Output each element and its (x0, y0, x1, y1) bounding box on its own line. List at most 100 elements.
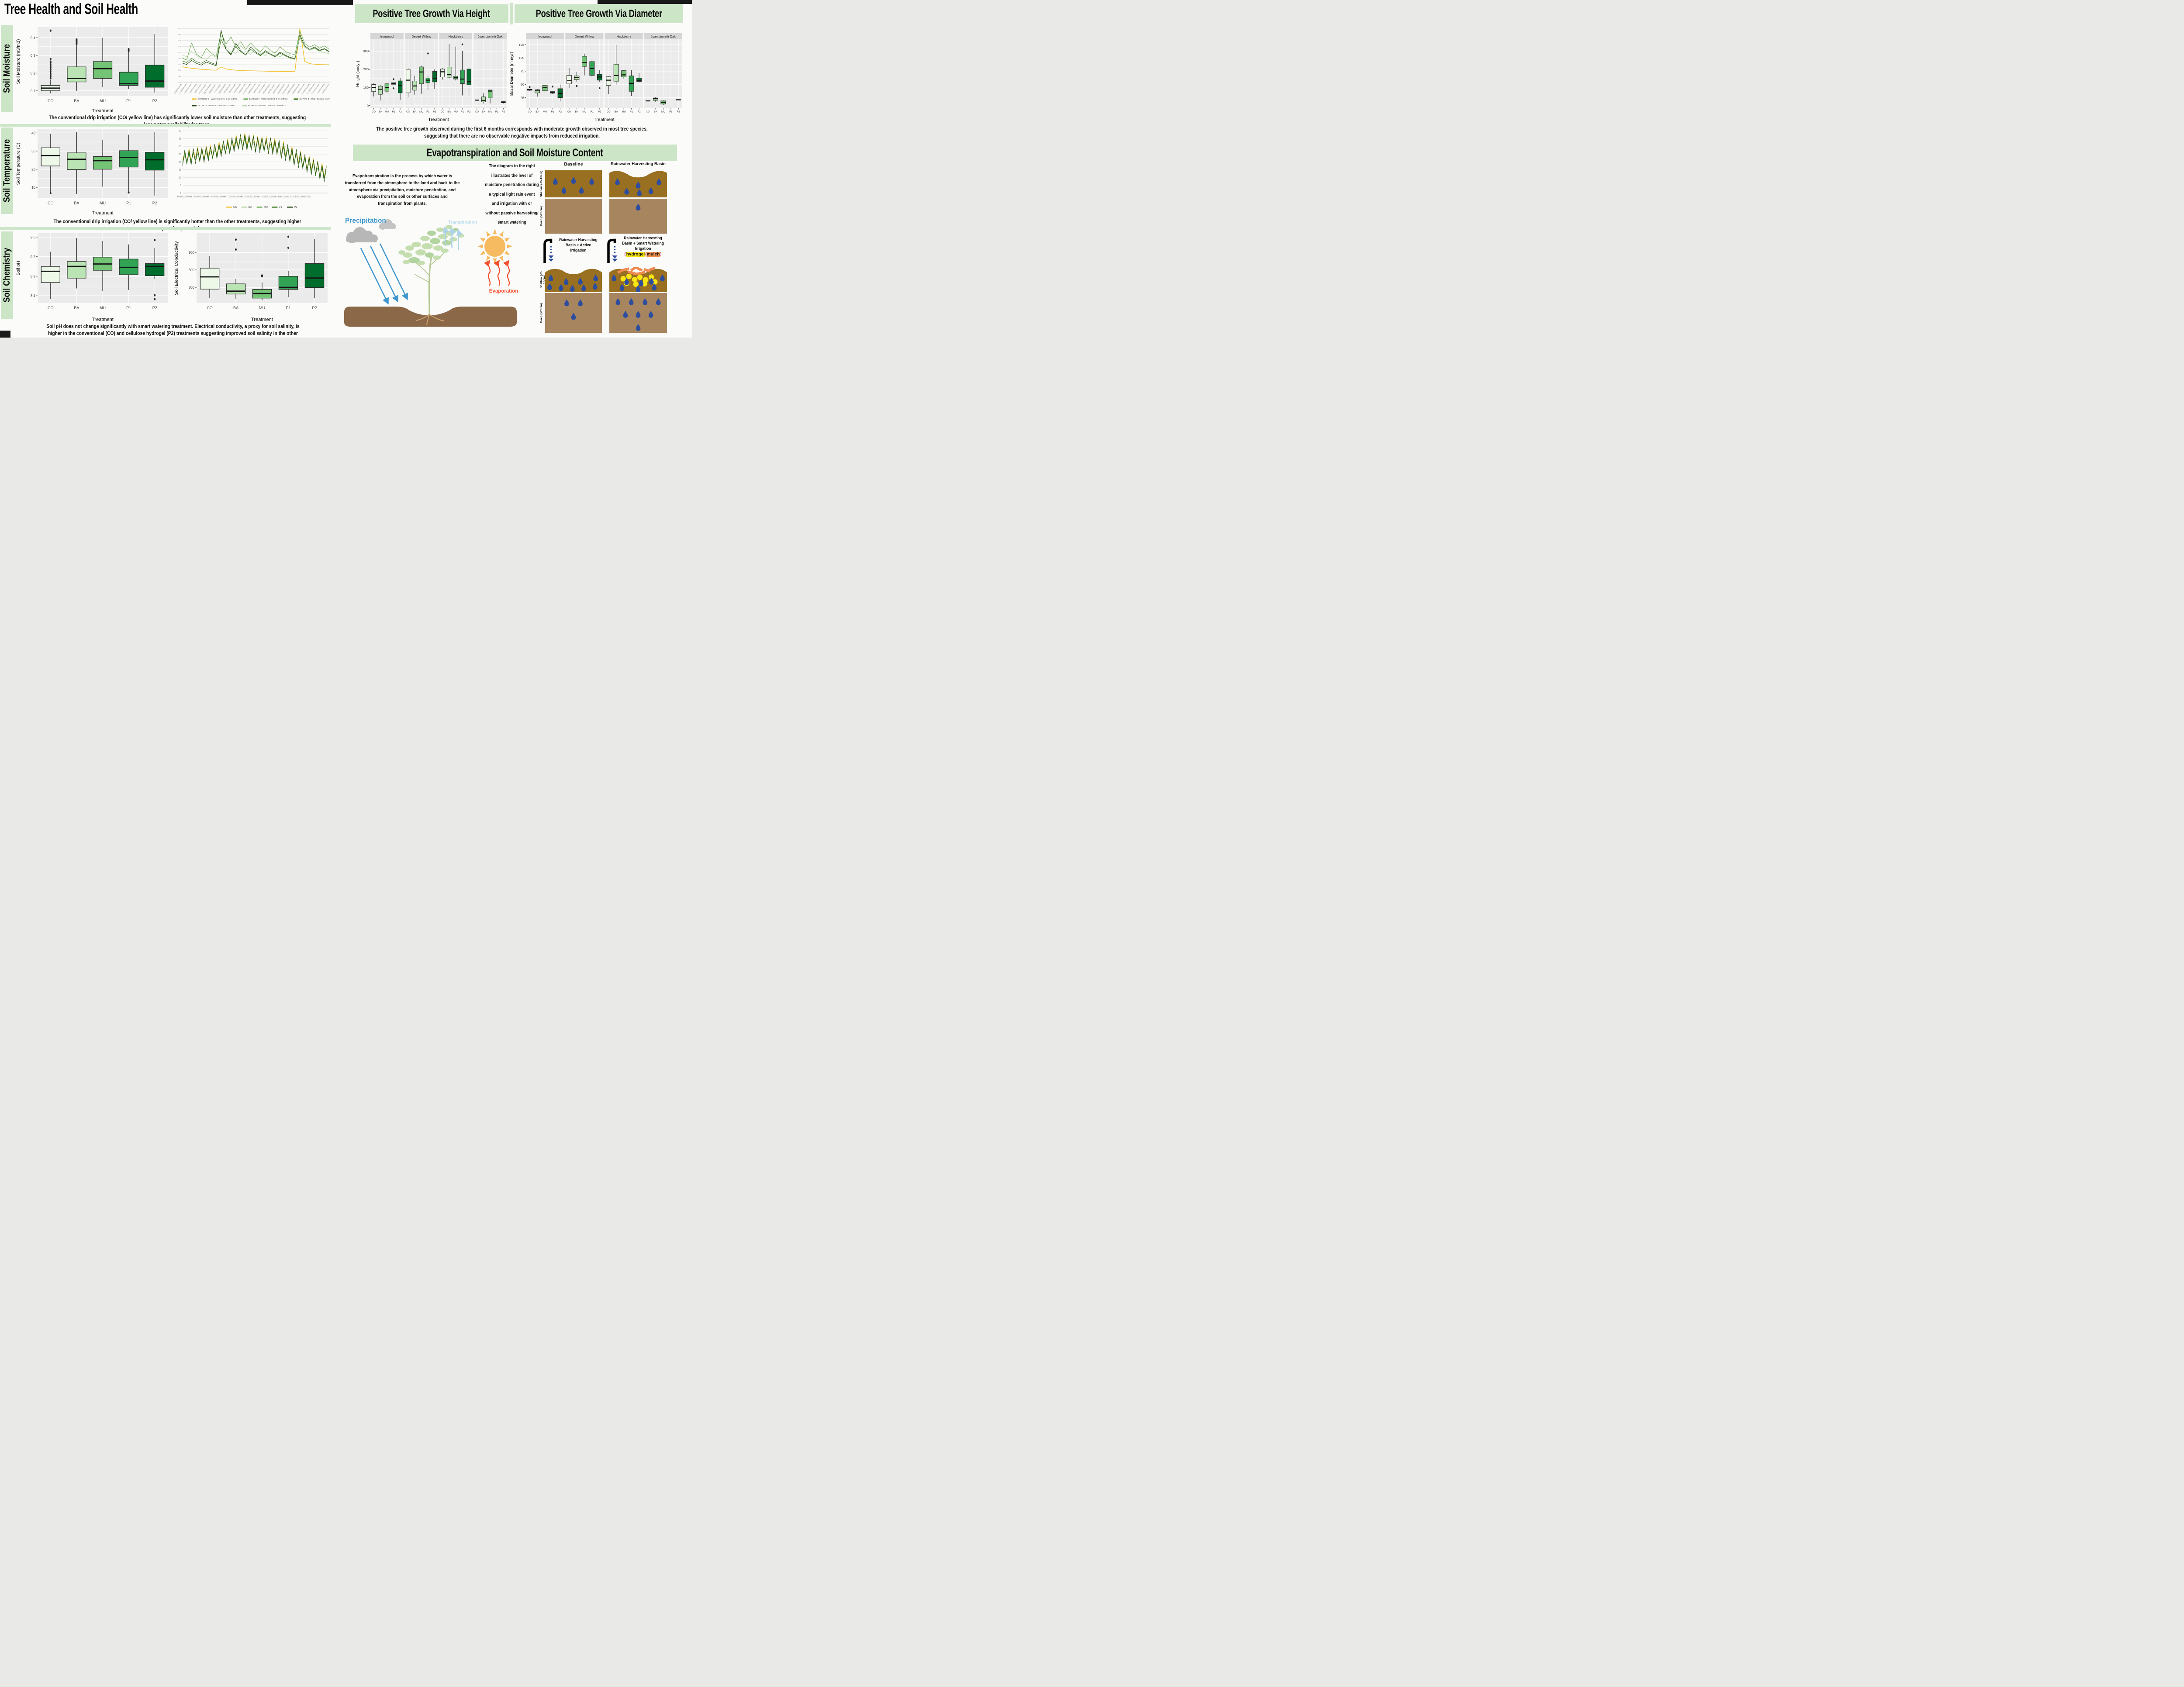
water-drop-icon (624, 187, 629, 195)
svg-text:Joan Lionetti Oak: Joan Lionetti Oak (478, 34, 503, 38)
water-drop-icon (559, 284, 563, 291)
transpiration-label: Transpiration (448, 220, 477, 225)
svg-text:25: 25 (179, 153, 181, 156)
svg-text:MU: MU (100, 201, 106, 205)
water-drop-icon (636, 310, 641, 318)
svg-text:P2: P2 (294, 206, 297, 209)
water-drop-icon (578, 299, 583, 307)
svg-text:9/21/2023 0:00: 9/21/2023 0:00 (262, 196, 277, 198)
svg-text:P1: P1 (126, 99, 131, 103)
soil_temp_ts: 0 5 10 15 20 25 30 35 40 4/21/2023 0:00 5/21/2023 … (177, 130, 328, 209)
svg-text:BA: BA (654, 111, 657, 114)
svg-text:CO: CO (48, 99, 54, 103)
soil-moisture-diagram-grid: Baseline Rainwater Harvesting Basin Shal… (540, 161, 685, 338)
svg-text:CO: CO (48, 201, 54, 205)
svg-text:Treatment: Treatment (594, 117, 615, 122)
water-drop-icon (593, 283, 598, 290)
mulch-piece (638, 271, 645, 275)
soil-diagram-rainwater-basin (609, 170, 667, 234)
svg-text:30: 30 (31, 149, 35, 153)
svg-text:35: 35 (179, 138, 181, 140)
map-fragment-top-right (598, 0, 692, 4)
soil-diagram (545, 170, 602, 234)
section-divider (0, 227, 331, 230)
svg-text:MU: MU (100, 99, 106, 103)
soil_moisture_box: 0.1 0.2 0.3 0.4 CO BA MU P1 P2 Treatment Soil Mois… (16, 27, 168, 114)
water-drop-icon (619, 284, 625, 291)
svg-text:P1: P1 (426, 111, 429, 114)
svg-text:P2: P2 (433, 111, 436, 114)
svg-text:0.05: 0.05 (178, 76, 181, 77)
soil-temperature-timeseries: 0 5 10 15 20 25 30 35 40 4/21/2023 0:00 5/21/2023 … (174, 127, 331, 218)
svg-text:P2: P2 (152, 306, 157, 310)
svg-text:Basal Diameter (mm/yr): Basal Diameter (mm/yr) (509, 52, 514, 96)
section-divider (0, 124, 331, 127)
svg-text:5/21/2023 0:00: 5/21/2023 0:00 (194, 196, 209, 198)
svg-text:P1: P1 (591, 111, 594, 114)
svg-text:CO: CO (567, 111, 571, 114)
svg-text:MU: MU (454, 111, 458, 114)
sun-icon (477, 229, 512, 264)
faucet-icon (607, 238, 618, 263)
soil_ph_box: 8.4 8.8 9.2 9.6 CO BA MU P1 P2 Treatment Soil pH (16, 233, 168, 322)
hydrogel-bead (633, 281, 639, 287)
svg-text:BA: BA (74, 306, 79, 310)
svg-text:CO: CO (406, 111, 410, 114)
svg-text:P1: P1 (669, 111, 672, 114)
svg-text:MU: MU (543, 111, 547, 114)
svg-text:0.25: 0.25 (178, 52, 181, 53)
svg-text:0.3: 0.3 (31, 54, 36, 58)
svg-text:Soil Temperature (C): Soil Temperature (C) (16, 143, 21, 185)
svg-text:Hackberry: Hackberry (617, 34, 632, 38)
water-drop-icon (624, 278, 629, 285)
water-drop-icon (629, 298, 634, 305)
mulch-piece (617, 268, 624, 274)
svg-text:P2: P2 (637, 111, 640, 114)
water-drop-icon (553, 178, 558, 185)
svg-text:11/21/2023 0:00: 11/21/2023 0:00 (295, 196, 311, 198)
svg-text:MU: MU (100, 306, 106, 310)
water-drop-icon (571, 313, 576, 320)
svg-text:75: 75 (521, 69, 524, 73)
svg-text:P1: P1 (495, 111, 498, 114)
svg-text:0: 0 (180, 192, 181, 195)
soil-temperature-boxplot: 10 20 30 40 CO BA MU P1 P2 Treatment Soil Temperat… (15, 127, 171, 217)
precipitation-label: Precipitation (345, 217, 386, 224)
svg-text:BA: BA (74, 99, 79, 103)
hydrogel-bead (637, 274, 643, 280)
svg-text:MU: MU (622, 111, 626, 114)
svg-text:0.15: 0.15 (178, 64, 181, 66)
svg-text:CO: CO (48, 306, 54, 310)
svg-text:600: 600 (189, 268, 195, 272)
diameter-growth-facet-chart: 25 50 75 100 125 Ironwood CO BA MU P1 P2 Desert Wil… (508, 25, 683, 123)
evaporation-label: Evaporation (489, 289, 518, 294)
svg-text:300: 300 (189, 286, 195, 290)
water-drop-icon (589, 178, 594, 185)
water-drop-icon (649, 277, 654, 285)
diagram-title-smart-watering: Rainwater Harvesting Basin + Smart Water… (619, 236, 667, 257)
svg-text:0.20: 0.20 (178, 58, 181, 59)
diameter-chart-title-band: Positive Tree Growth Via Diameter (515, 4, 683, 23)
water-drop-icon (570, 285, 575, 292)
cloud-icon (346, 227, 378, 243)
soil-temperature-caption: The conventional drip irrigation (CO/ ye… (53, 218, 301, 231)
cloud-icon (379, 219, 396, 230)
faucet-icon (606, 238, 618, 265)
water-drop-icon (593, 274, 598, 282)
water-drop-icon (648, 310, 653, 318)
svg-text:P2: P2 (399, 111, 402, 114)
diagram-title-baseline: Baseline (564, 162, 583, 167)
water-drop-icon (657, 178, 661, 186)
svg-text:BA: BA (413, 111, 417, 114)
row-label-deep: Deep (>20cm) (540, 303, 543, 323)
svg-text:Ironwood: Ironwood (539, 34, 552, 38)
svg-text:BA: BA (536, 111, 539, 114)
svg-text:BA: BA (447, 111, 451, 114)
svg-text:CO: CO (646, 111, 650, 114)
svg-text:0.10: 0.10 (178, 69, 181, 71)
svg-text:100: 100 (518, 56, 524, 60)
svg-text:MU: MU (385, 111, 389, 114)
svg-text:BA: BA (233, 306, 238, 310)
